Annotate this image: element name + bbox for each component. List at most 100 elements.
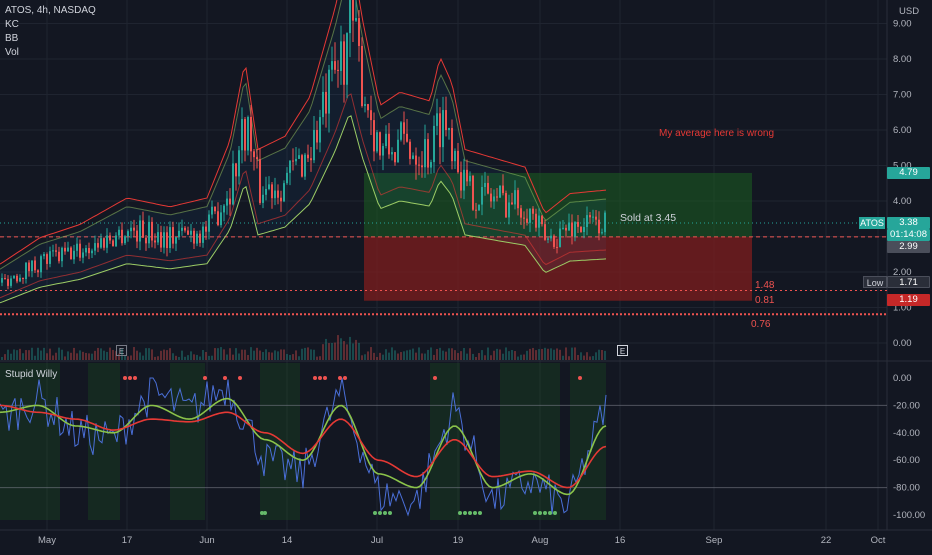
target-price-tag: 4.79: [887, 167, 930, 179]
volume-bar: [262, 352, 264, 360]
volume-bar: [439, 347, 441, 360]
indicator-tick-label: -20.00: [893, 400, 920, 411]
willy-slow-line: [0, 404, 607, 489]
legend-kc: KC: [5, 19, 19, 30]
candle-body: [415, 155, 417, 165]
candle-body: [169, 227, 171, 249]
indicator-zone: [88, 363, 120, 520]
volume-bar: [391, 347, 393, 360]
volume-bar: [511, 349, 513, 360]
volume-bar: [268, 352, 270, 360]
volume-bar: [526, 350, 528, 360]
volume-bar: [496, 348, 498, 360]
volume-bar: [16, 350, 18, 360]
volume-bar: [328, 343, 330, 360]
candle-body: [43, 254, 45, 257]
candle-body: [547, 238, 549, 240]
candle-body: [358, 18, 360, 46]
candle-body: [580, 226, 582, 233]
volume-bar: [493, 350, 495, 360]
candle-body: [10, 278, 12, 286]
candle-body: [139, 220, 141, 242]
volume-bar: [238, 353, 240, 360]
candle-body: [22, 277, 24, 280]
price-tick-label: 5.00: [893, 161, 912, 172]
candle-body: [298, 155, 300, 159]
candle-body: [19, 277, 21, 282]
candle-body: [436, 113, 438, 126]
candle-body: [583, 227, 585, 233]
oversold-dot: [388, 511, 392, 515]
volume-bar: [118, 353, 120, 360]
volume-bar: [577, 355, 579, 360]
volume-bar: [523, 354, 525, 360]
volume-bar: [547, 348, 549, 360]
overbought-dot: [128, 376, 132, 380]
volume-bar: [457, 353, 459, 360]
overbought-dot: [578, 376, 582, 380]
candle-body: [127, 231, 129, 237]
candle-body: [34, 260, 36, 271]
volume-bar: [358, 342, 360, 360]
volume-bar: [361, 355, 363, 360]
time-tick-label: Jun: [199, 535, 214, 546]
overbought-dot: [123, 376, 127, 380]
volume-bar: [478, 353, 480, 360]
price-tick-label: 4.00: [893, 196, 912, 207]
volume-bar: [127, 356, 129, 360]
candle-body: [439, 113, 441, 148]
candle-body: [490, 193, 492, 202]
earnings-marker[interactable]: E: [617, 345, 628, 356]
earnings-marker[interactable]: E: [116, 345, 127, 356]
candle-body: [331, 61, 333, 70]
volume-bar: [283, 349, 285, 360]
price-tick-label: 8.00: [893, 54, 912, 65]
candle-body: [379, 132, 381, 156]
candle-body: [313, 130, 315, 161]
candle-body: [412, 155, 414, 159]
volume-bar: [232, 354, 234, 360]
candle-body: [601, 232, 603, 234]
volume-bar: [163, 349, 165, 360]
indicator-tick-label: 0.00: [893, 373, 912, 384]
price-tick-label: 9.00: [893, 19, 912, 30]
volume-bar: [487, 347, 489, 360]
candle-body: [322, 91, 324, 118]
candle-body: [352, 0, 354, 21]
time-tick-label: 16: [615, 535, 626, 546]
volume-bar: [55, 352, 57, 360]
profit-zone: [364, 172, 752, 237]
candle-body: [292, 160, 294, 162]
volume-bar: [427, 349, 429, 360]
candle-body: [187, 230, 189, 235]
candle-body: [382, 146, 384, 156]
volume-bar: [313, 349, 315, 360]
volume-bar: [259, 350, 261, 360]
oversold-dot: [378, 511, 382, 515]
volume-bar: [370, 347, 372, 360]
volume-bar: [49, 348, 51, 360]
note-annotation: My average here is wrong: [659, 128, 775, 139]
candle-body: [418, 164, 420, 166]
volume-bar: [310, 349, 312, 360]
volume-bar: [220, 347, 222, 360]
volume-bar: [70, 352, 72, 360]
candle-body: [559, 228, 561, 247]
volume-bar: [520, 354, 522, 360]
volume-bar: [589, 356, 591, 360]
volume-bar: [601, 349, 603, 360]
volume-bar: [502, 353, 504, 360]
candle-body: [421, 165, 423, 168]
volume-bar: [145, 348, 147, 360]
candle-body: [598, 219, 600, 234]
candle-body: [223, 205, 225, 213]
volume-bar: [175, 355, 177, 360]
oversold-dot: [543, 511, 547, 515]
level-annotation-076: 0.76: [751, 319, 771, 330]
volume-bar: [4, 354, 6, 360]
candle-body: [571, 222, 573, 237]
volume-bar: [151, 349, 153, 360]
volume-bar: [562, 355, 564, 360]
volume-bar: [568, 356, 570, 360]
candle-body: [517, 190, 519, 209]
